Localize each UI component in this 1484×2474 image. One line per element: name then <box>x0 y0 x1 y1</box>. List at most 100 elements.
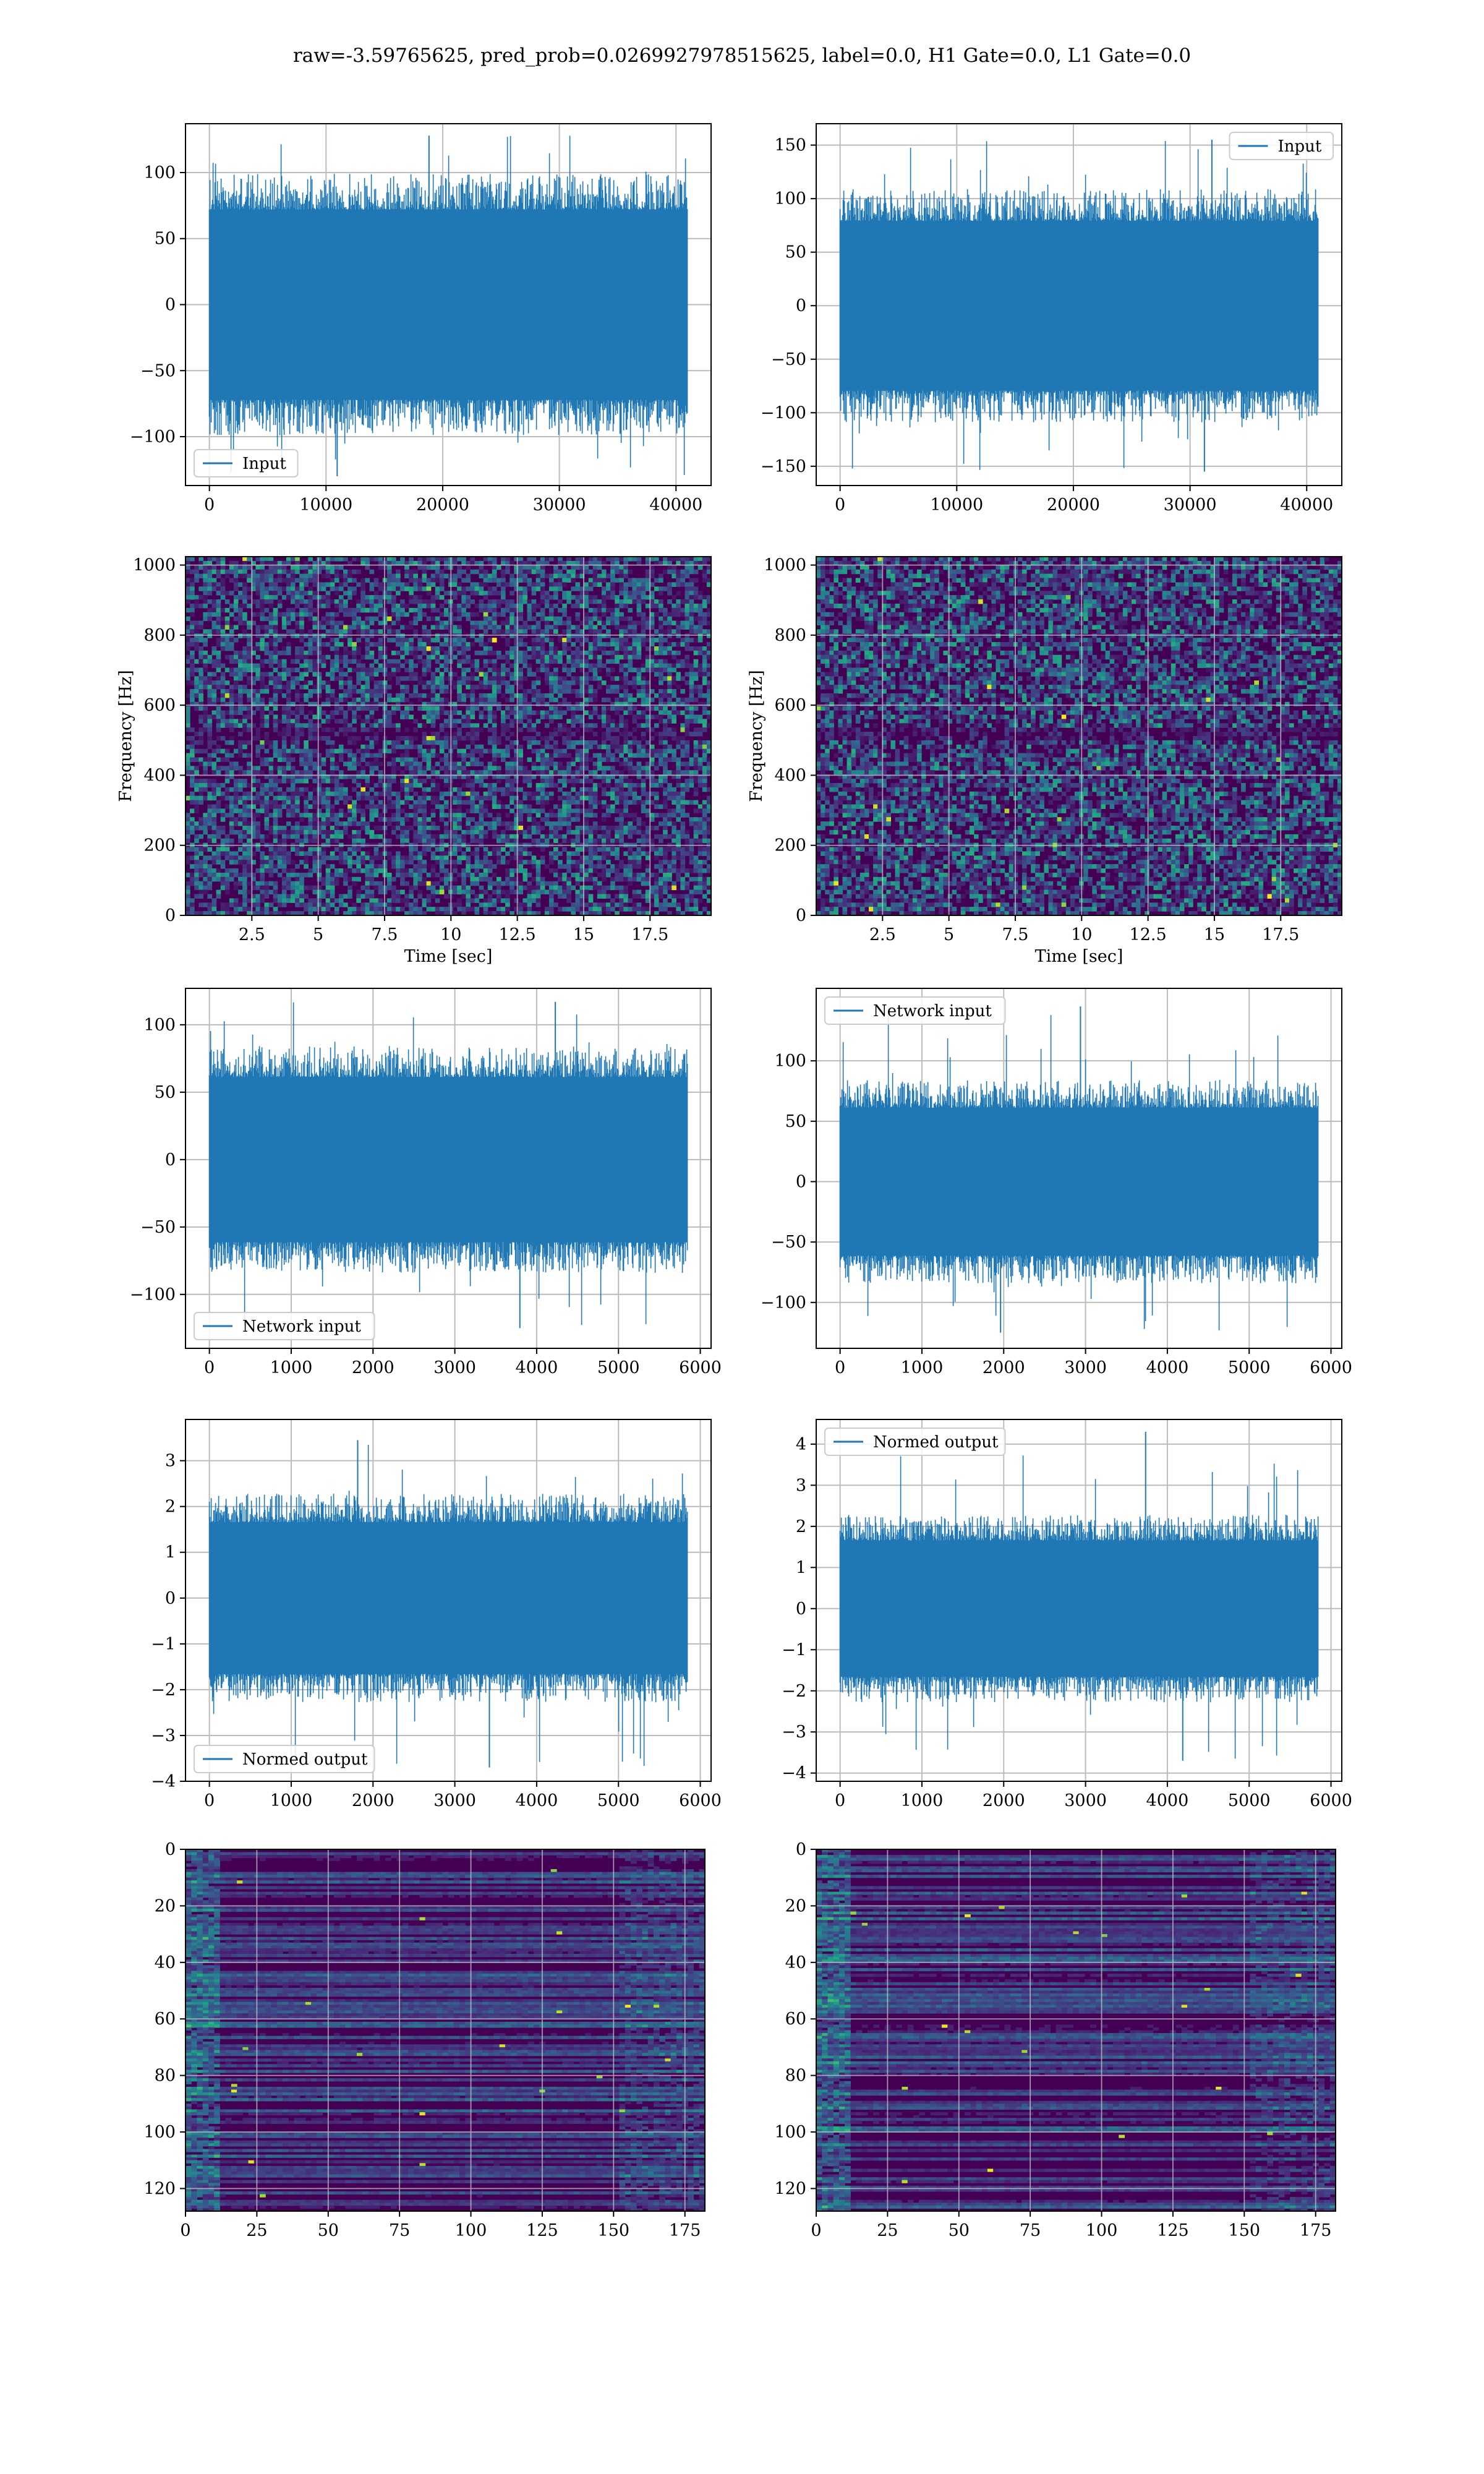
heatmap-cell <box>186 672 190 677</box>
heatmap-cell <box>659 659 663 664</box>
heatmap-cell <box>378 761 383 766</box>
heatmap-cell <box>277 689 283 694</box>
heatmap-cell <box>369 629 375 634</box>
heatmap-cell <box>680 676 686 681</box>
heatmap-cell <box>251 560 256 566</box>
heatmap-cell <box>510 693 514 698</box>
heatmap-cell <box>531 672 537 677</box>
heatmap-cell <box>466 565 471 570</box>
heatmap-cell <box>649 633 655 638</box>
heatmap-cell <box>544 813 550 818</box>
heatmap-cell <box>409 761 414 766</box>
heatmap-cell <box>461 680 466 685</box>
heatmap-cell <box>623 689 629 694</box>
heatmap-cell <box>242 586 247 591</box>
heatmap-cell <box>264 595 270 600</box>
heatmap-cell <box>247 782 252 788</box>
heatmap-cell <box>693 676 699 681</box>
heatmap-cell <box>610 560 615 566</box>
heatmap-cell <box>391 607 396 613</box>
heatmap-cell <box>260 719 265 724</box>
heatmap-cell <box>242 595 247 600</box>
heatmap-cell <box>409 787 414 792</box>
heatmap-cell <box>619 748 624 754</box>
heatmap-cell <box>684 599 690 604</box>
heatmap-cell <box>566 646 571 651</box>
heatmap-cell <box>308 616 313 622</box>
heatmap-cell <box>291 757 296 763</box>
heatmap-cell <box>255 800 261 805</box>
heatmap-cell <box>453 736 458 741</box>
heatmap-cell <box>680 727 686 732</box>
heatmap-cell <box>544 650 550 656</box>
heatmap-cell <box>676 697 681 703</box>
heatmap-cell <box>443 573 449 579</box>
heatmap-cell <box>641 753 646 758</box>
heatmap-cell <box>304 800 309 805</box>
heatmap-cell <box>706 565 711 570</box>
heatmap-cell <box>518 727 524 732</box>
heatmap-cell <box>597 582 602 587</box>
heatmap-cell <box>439 625 445 630</box>
heatmap-cell <box>501 680 506 685</box>
heatmap-cell <box>264 804 270 809</box>
heatmap-cell <box>417 603 423 609</box>
heatmap-cell <box>659 638 663 643</box>
heatmap-cell <box>273 782 278 788</box>
heatmap-cell <box>487 638 493 643</box>
heatmap-cell <box>667 813 672 818</box>
heatmap-cell <box>338 629 344 634</box>
heatmap-cell <box>505 642 510 647</box>
heatmap-cell <box>610 573 615 579</box>
heatmap-cell <box>492 774 497 779</box>
heatmap-cell <box>207 685 213 690</box>
heatmap-cell <box>373 578 379 583</box>
heatmap-cell <box>216 723 221 728</box>
heatmap-cell <box>386 599 392 604</box>
heatmap-cell <box>684 723 690 728</box>
heatmap-cell <box>606 616 611 622</box>
heatmap-cell <box>615 620 620 626</box>
heatmap-cell <box>247 813 252 818</box>
heatmap-cell <box>544 693 550 698</box>
heatmap-cell <box>474 795 480 801</box>
heatmap-cell <box>291 766 296 771</box>
heatmap-cell <box>483 680 488 685</box>
heatmap-cell <box>281 659 287 664</box>
heatmap-cell <box>365 701 370 707</box>
heatmap-cell <box>348 808 352 813</box>
heatmap-cell <box>251 573 256 579</box>
heatmap-cell <box>426 663 432 669</box>
heatmap-cell <box>597 685 602 690</box>
heatmap-cell <box>426 586 432 591</box>
heatmap-cell <box>492 791 497 797</box>
heatmap-cell <box>575 612 581 617</box>
heatmap-cell <box>295 744 300 750</box>
heatmap-cell <box>601 607 607 613</box>
heatmap-cell <box>641 633 646 638</box>
heatmap-cell <box>693 578 699 583</box>
heatmap-cell <box>548 650 554 656</box>
heatmap-cell <box>224 625 230 630</box>
heatmap-cell <box>553 646 558 651</box>
heatmap-cell <box>645 638 650 643</box>
heatmap-cell <box>299 650 304 656</box>
heatmap-cell <box>606 757 611 763</box>
heatmap-cell <box>426 680 432 685</box>
heatmap-cell <box>400 685 405 690</box>
heatmap-cell <box>321 813 326 818</box>
heatmap-cell <box>317 650 322 656</box>
heatmap-cell <box>194 693 199 698</box>
heatmap-cell <box>304 573 309 579</box>
heatmap-cell <box>304 804 309 809</box>
heatmap-cell <box>325 727 331 732</box>
heatmap-cell <box>649 659 655 664</box>
heatmap-cell <box>632 625 638 630</box>
heatmap-cell <box>373 603 379 609</box>
heatmap-cell <box>426 748 432 754</box>
heatmap-cell <box>352 557 357 562</box>
heatmap-cell <box>645 569 650 575</box>
heatmap-cell <box>404 779 409 784</box>
heatmap-cell <box>531 740 537 745</box>
heatmap-cell <box>689 646 694 651</box>
